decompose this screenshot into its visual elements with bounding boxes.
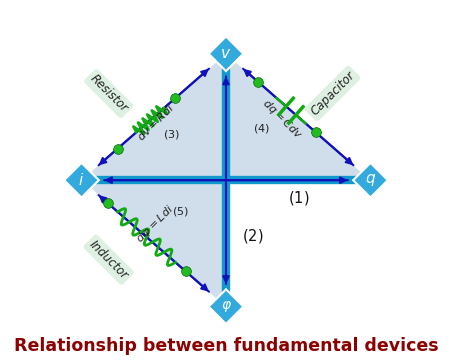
Text: $(5)$: $(5)$	[171, 205, 188, 218]
Text: $(3)$: $(3)$	[162, 128, 179, 141]
Text: Resistor: Resistor	[87, 72, 130, 115]
Text: $(1)$: $(1)$	[287, 189, 308, 207]
Text: $dq = Cdv$: $dq = Cdv$	[258, 96, 304, 142]
Polygon shape	[208, 36, 243, 71]
Text: $i$: $i$	[78, 172, 84, 188]
Text: $v$: $v$	[220, 46, 231, 61]
Text: $(4)$: $(4)$	[253, 122, 269, 135]
Polygon shape	[81, 180, 226, 306]
Text: $d\,\varphi = Ldi$: $d\,\varphi = Ldi$	[133, 202, 177, 245]
Polygon shape	[64, 163, 99, 198]
Text: $(2)$: $(2)$	[242, 227, 263, 245]
Polygon shape	[352, 163, 387, 198]
Text: Capacitor: Capacitor	[307, 69, 356, 118]
Text: $q$: $q$	[364, 172, 375, 188]
Polygon shape	[226, 54, 370, 180]
Text: $\varphi$: $\varphi$	[220, 299, 231, 314]
Polygon shape	[81, 54, 226, 180]
Text: Inductor: Inductor	[87, 238, 130, 282]
Text: Relationship between fundamental devices: Relationship between fundamental devices	[14, 337, 437, 355]
Text: $dv = Rdi$: $dv = Rdi$	[134, 102, 176, 143]
Polygon shape	[208, 289, 243, 324]
